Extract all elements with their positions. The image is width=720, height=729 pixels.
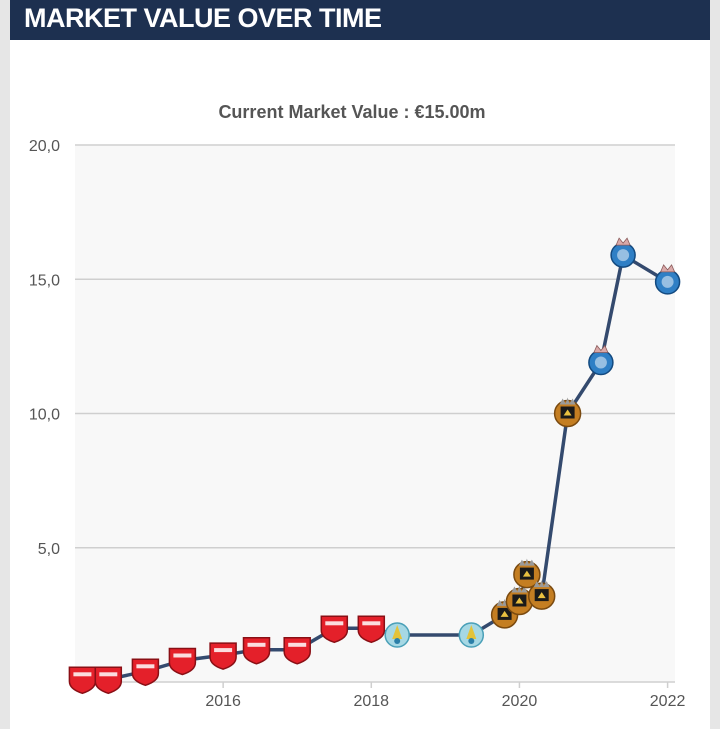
data-point[interactable]	[283, 637, 311, 665]
club-crest-icon	[168, 647, 197, 676]
data-point[interactable]	[505, 585, 534, 616]
data-point[interactable]	[513, 558, 541, 589]
crown-icon	[559, 397, 576, 405]
data-point[interactable]	[94, 666, 123, 695]
chart-title: Current Market Value : €15.00m	[218, 102, 485, 122]
crest-band	[136, 664, 155, 669]
y-tick-label: 5,0	[38, 541, 60, 558]
data-point[interactable]	[553, 397, 582, 428]
club-crest-icon	[283, 637, 311, 665]
crest-band	[288, 642, 307, 647]
data-point[interactable]	[242, 637, 271, 665]
crest-center	[617, 249, 630, 262]
data-point[interactable]	[458, 622, 485, 648]
y-tick-label: 15,0	[29, 272, 60, 289]
crest-band	[247, 642, 266, 647]
crown-icon	[593, 344, 609, 353]
crown-icon	[659, 264, 676, 273]
y-axis-ticks: 20,0 15,0 10,0 5,0	[29, 138, 60, 558]
club-crest-icon	[242, 637, 271, 665]
crest-band	[99, 672, 118, 677]
data-points	[68, 237, 681, 695]
data-point[interactable]	[654, 264, 681, 295]
x-tick-label: 2022	[650, 693, 686, 710]
data-point[interactable]	[357, 615, 386, 644]
y-tick-label: 20,0	[29, 138, 60, 155]
crest-band	[362, 621, 381, 626]
club-crest-icon	[209, 642, 237, 670]
club-crest-icon	[68, 666, 97, 695]
crest-band	[214, 648, 233, 653]
crest-dot	[468, 638, 475, 644]
crest-emblem	[500, 610, 509, 617]
crest-emblem	[392, 625, 403, 639]
crown-icon	[511, 585, 528, 593]
crest-dot	[394, 638, 401, 644]
data-point[interactable]	[384, 622, 410, 648]
section-header: MARKET VALUE OVER TIME	[10, 0, 710, 40]
crest-emblem	[515, 597, 524, 604]
club-crest-icon	[131, 658, 160, 687]
data-point[interactable]	[209, 642, 237, 670]
crest-emblem	[522, 570, 531, 577]
club-crest-icon	[94, 666, 123, 695]
section-title: MARKET VALUE OVER TIME	[24, 3, 382, 33]
crown-icon	[615, 237, 631, 246]
crest-emblem	[466, 625, 477, 639]
data-point[interactable]	[320, 615, 349, 644]
x-tick-label: 2016	[205, 693, 241, 710]
club-crest-icon	[320, 615, 349, 644]
x-tick-label: 2018	[353, 693, 389, 710]
crest-emblem	[537, 592, 546, 599]
crest-band	[325, 621, 344, 626]
crest-center	[661, 275, 674, 288]
x-axis-ticks: 2016 2018 2020 2022	[205, 682, 685, 710]
crown-icon	[533, 580, 550, 588]
data-point[interactable]	[588, 344, 614, 376]
crown-icon	[518, 558, 535, 566]
data-point[interactable]	[610, 237, 636, 268]
crest-band	[173, 653, 192, 658]
x-tick-label: 2020	[502, 693, 538, 710]
data-point[interactable]	[168, 647, 197, 676]
data-point[interactable]	[131, 658, 160, 687]
data-point[interactable]	[527, 580, 556, 610]
y-tick-label: 10,0	[29, 407, 60, 424]
club-crest-icon	[357, 615, 386, 644]
crest-emblem	[563, 409, 572, 416]
crest-band	[73, 672, 92, 677]
data-point[interactable]	[68, 666, 97, 695]
crest-center	[594, 356, 607, 369]
